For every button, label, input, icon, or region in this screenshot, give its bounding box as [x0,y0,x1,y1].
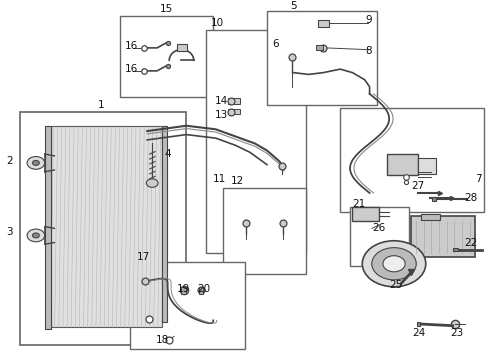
Text: 26: 26 [372,223,385,233]
Bar [228,109,240,114]
Text: 11: 11 [213,174,226,184]
Bar [267,11,377,104]
Circle shape [27,229,45,242]
Bar [387,154,418,175]
Bar [228,98,240,104]
Text: 27: 27 [411,181,424,191]
Bar [45,126,50,329]
Text: 2: 2 [6,156,13,166]
Text: 9: 9 [366,14,372,24]
Circle shape [383,256,405,272]
Bar [421,214,441,220]
Bar [121,16,213,98]
Text: 15: 15 [160,4,173,14]
Bar [411,216,475,257]
Text: 8: 8 [366,46,372,57]
Bar [162,126,167,322]
Text: 28: 28 [464,193,477,203]
Bar [206,30,306,253]
Text: 22: 22 [464,238,477,248]
Bar [418,158,436,174]
Bar [340,108,485,212]
Text: 10: 10 [211,18,224,28]
Text: 17: 17 [137,252,150,262]
Text: 5: 5 [291,1,297,11]
Bar [181,287,186,294]
Text: 13: 13 [215,110,228,120]
Text: 24: 24 [413,328,426,338]
Bar [130,262,245,349]
Text: 19: 19 [177,284,191,293]
Text: 1: 1 [98,99,104,109]
Bar [198,287,203,294]
Text: 7: 7 [475,174,482,184]
Text: 16: 16 [125,64,139,74]
Text: 25: 25 [389,280,402,290]
Text: 4: 4 [164,149,171,159]
Bar [416,322,420,326]
Circle shape [32,161,39,165]
Circle shape [372,248,416,280]
Circle shape [32,233,39,238]
Bar [176,44,187,51]
Text: 14: 14 [215,96,228,106]
Circle shape [147,179,158,187]
Bar [350,207,409,266]
Bar [318,20,329,27]
Circle shape [362,241,426,287]
Bar [223,188,306,274]
Text: 16: 16 [125,41,139,51]
Bar [432,197,436,201]
Bar [20,112,186,345]
Circle shape [27,157,45,169]
Bar [352,207,379,221]
Text: 20: 20 [197,284,210,293]
Text: 23: 23 [450,328,464,338]
Text: 12: 12 [230,176,244,186]
Text: 21: 21 [352,199,366,208]
Bar [453,248,458,251]
Text: 18: 18 [156,335,169,345]
Bar [316,45,323,50]
Text: 6: 6 [272,39,279,49]
Text: 3: 3 [6,227,13,237]
Bar [50,126,162,328]
